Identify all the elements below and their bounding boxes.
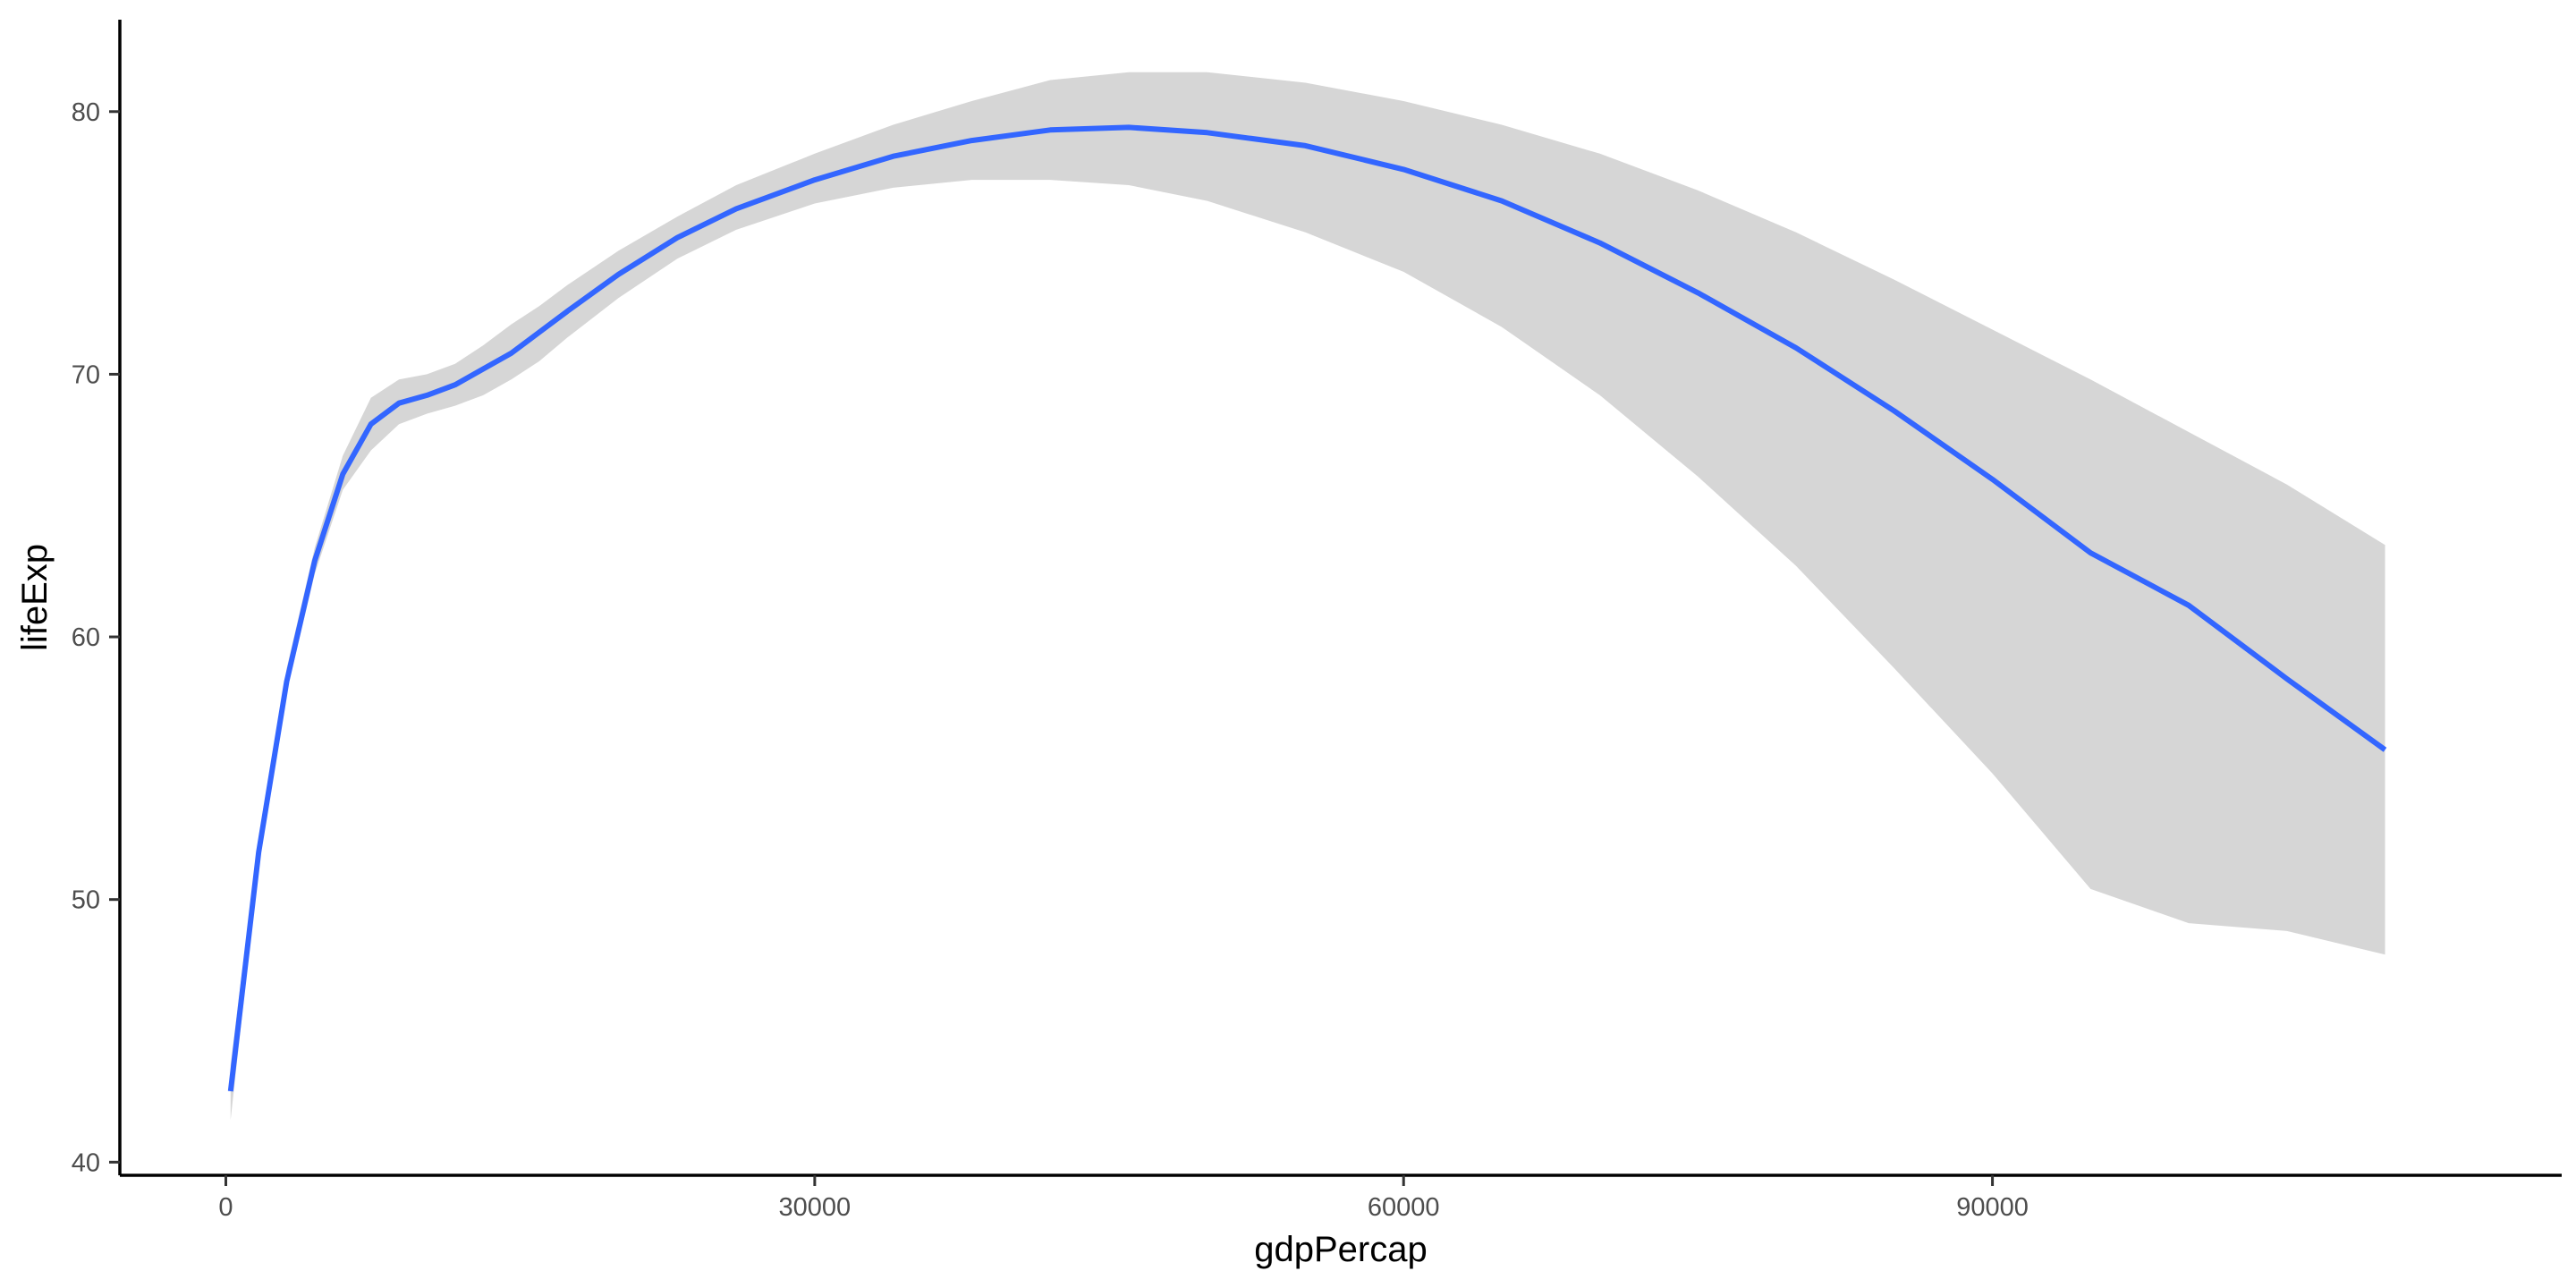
x-tick-label: 0 <box>218 1193 233 1222</box>
y-tick-label: 80 <box>72 98 100 127</box>
x-tick-label: 30000 <box>779 1193 852 1222</box>
x-tick-label: 60000 <box>1368 1193 1440 1222</box>
y-tick-label: 50 <box>72 886 100 915</box>
x-axis-ticks: 0 30000 60000 90000 <box>218 1175 2029 1222</box>
y-axis-ticks: 40 50 60 70 80 <box>72 98 120 1177</box>
x-axis-title: gdpPercap <box>1254 1230 1427 1269</box>
y-axis-title: lifeExp <box>15 544 55 651</box>
smooth-line <box>227 124 2387 1092</box>
y-tick-label: 40 <box>72 1148 100 1177</box>
y-tick-label: 60 <box>72 623 100 652</box>
confidence-ribbon <box>230 72 2385 1121</box>
y-tick-label: 70 <box>72 360 100 389</box>
x-tick-label: 90000 <box>1956 1193 2029 1222</box>
